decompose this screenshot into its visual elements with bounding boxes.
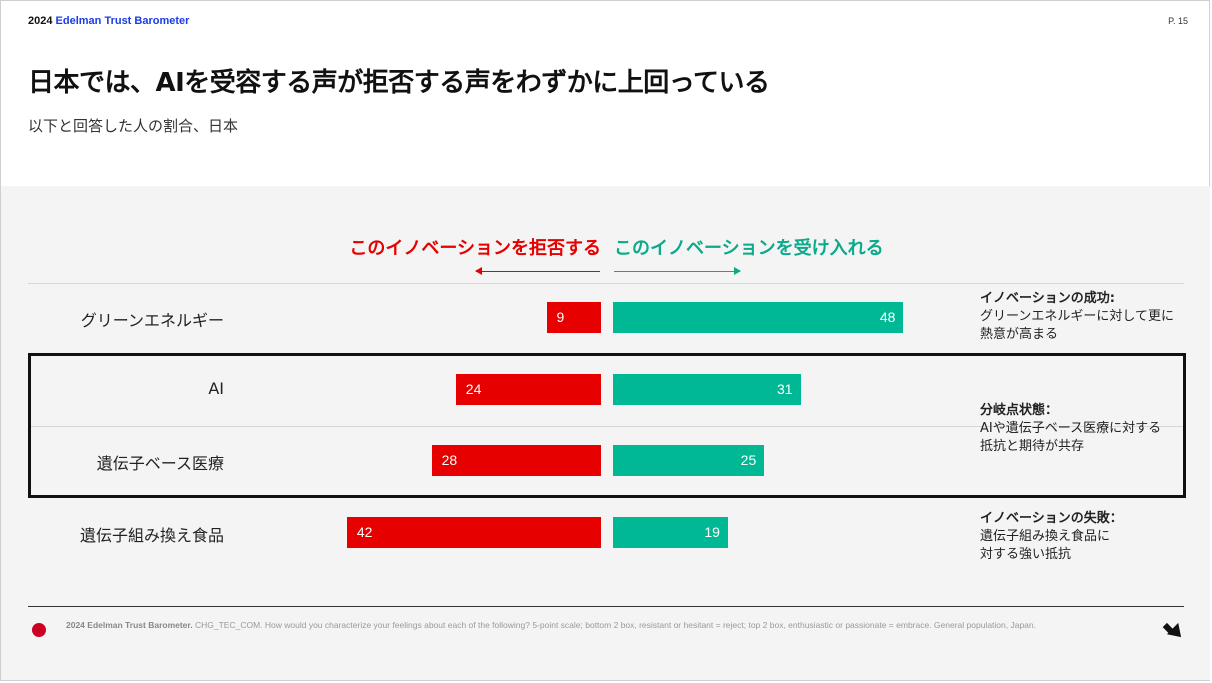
bar-accept: 25 [613, 445, 765, 476]
page-subtitle: 以下と回答した人の割合、日本 [28, 117, 239, 135]
category-label: AI [208, 379, 224, 398]
category-label: 遺伝子ベース医療 [96, 454, 224, 473]
source-note: 2024 Edelman Trust Barometer. CHG_TEC_CO… [66, 619, 1066, 631]
divider [28, 426, 1184, 427]
footer-divider [28, 606, 1184, 607]
accept-arrow-icon [614, 267, 741, 275]
source-text: CHG_TEC_COM. How would you characterize … [192, 620, 1037, 630]
chart-panel [1, 186, 1210, 680]
source-bold: 2024 Edelman Trust Barometer. [66, 620, 193, 630]
bar-accept: 19 [613, 517, 728, 548]
note-failure: イノベーションの失敗： 遺伝子組み換え食品に 対する強い抵抗 [980, 510, 1180, 564]
note-success: イノベーションの成功: グリーンエネルギーに対して更に 熱意が高まる [980, 290, 1180, 344]
brand-logo: 2024 Edelman Trust Barometer [28, 15, 189, 27]
legend-reject: このイノベーションを拒否する [349, 238, 601, 259]
page-title: 日本では、AIを受容する声が拒否する声をわずかに上回っている [28, 68, 770, 98]
note-split: 分岐点状態： AIや遺伝子ベース医療に対する 抵抗と期待が共存 [980, 402, 1180, 456]
brand-name: Edelman Trust Barometer [55, 15, 190, 27]
arrow-icon[interactable] [1160, 616, 1188, 644]
note-heading: イノベーションの成功: [980, 291, 1115, 306]
highlight-box [28, 353, 1186, 498]
reject-arrow-icon [475, 267, 600, 275]
category-label: 遺伝子組み換え食品 [79, 526, 224, 545]
divider [28, 283, 1184, 284]
category-label: グリーンエネルギー [80, 311, 224, 330]
note-line: グリーンエネルギーに対して更に [980, 309, 1174, 324]
bar-accept: 31 [613, 374, 801, 405]
note-line: 熱意が高まる [980, 327, 1059, 342]
note-heading: 分岐点状態： [980, 403, 1059, 418]
page-number: P. 15 [1168, 16, 1188, 26]
bar-reject: 28 [431, 445, 601, 476]
brand-year: 2024 [28, 15, 53, 27]
bar-reject: 42 [346, 517, 601, 548]
note-heading: イノベーションの失敗： [980, 511, 1123, 526]
note-line: 対する強い抵抗 [980, 547, 1072, 562]
bar-accept: 48 [613, 302, 904, 333]
note-line: 抵抗と期待が共存 [980, 439, 1085, 454]
note-line: AIや遺伝子ベース医療に対する [980, 421, 1162, 436]
note-line: 遺伝子組み換え食品に [980, 529, 1111, 544]
japan-flag-icon [32, 623, 46, 637]
bar-reject: 24 [455, 374, 601, 405]
legend-accept: このイノベーションを受け入れる [614, 238, 884, 259]
bar-reject: 9 [546, 302, 601, 333]
